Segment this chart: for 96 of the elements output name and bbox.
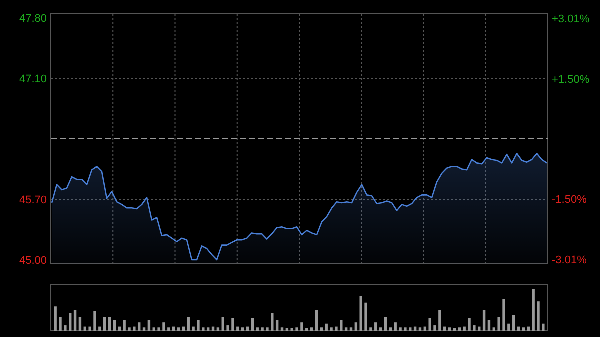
bar bbox=[374, 322, 378, 331]
bar bbox=[69, 313, 72, 331]
bar bbox=[389, 328, 392, 331]
bar bbox=[409, 328, 412, 331]
bar bbox=[251, 318, 254, 331]
bar bbox=[202, 328, 205, 331]
y2-tick-label: -3.01% bbox=[552, 254, 588, 266]
bar bbox=[306, 328, 308, 331]
bar bbox=[290, 328, 294, 331]
bar bbox=[512, 315, 516, 331]
bar bbox=[276, 320, 279, 331]
bar bbox=[128, 328, 131, 331]
bar bbox=[335, 326, 338, 331]
bar bbox=[468, 318, 471, 331]
bar bbox=[152, 328, 156, 331]
bar bbox=[64, 326, 67, 331]
bar bbox=[271, 313, 274, 331]
y-tick-label: 45.00 bbox=[19, 254, 47, 267]
bar bbox=[162, 322, 166, 331]
y2-tick-label: -1.50% bbox=[552, 194, 588, 206]
y-tick-label: 45.70 bbox=[19, 194, 47, 206]
y2-tick-label: +1.50% bbox=[552, 74, 590, 86]
bar bbox=[78, 317, 82, 331]
bar bbox=[59, 317, 62, 331]
bar bbox=[232, 318, 234, 331]
bar bbox=[325, 324, 328, 331]
bar bbox=[94, 311, 96, 331]
bar bbox=[236, 326, 240, 331]
bar bbox=[498, 317, 500, 331]
bar bbox=[177, 328, 180, 331]
bar bbox=[522, 328, 526, 331]
bar bbox=[98, 326, 102, 331]
bar bbox=[537, 302, 540, 331]
bar bbox=[123, 320, 126, 331]
bar bbox=[113, 320, 116, 331]
bar bbox=[492, 328, 496, 331]
bar bbox=[428, 318, 432, 331]
bar bbox=[300, 322, 304, 331]
bar bbox=[360, 296, 362, 331]
bar bbox=[438, 310, 442, 331]
y2-tick-label: +3.01% bbox=[552, 13, 590, 26]
bar bbox=[280, 328, 284, 331]
bar bbox=[340, 320, 343, 331]
bar bbox=[482, 310, 486, 331]
bar bbox=[108, 317, 112, 331]
bar bbox=[458, 328, 462, 331]
bar bbox=[256, 328, 259, 331]
bar bbox=[206, 328, 210, 331]
bar bbox=[226, 326, 230, 331]
y-tick-label: 47.80 bbox=[19, 12, 47, 25]
bar bbox=[266, 328, 269, 331]
bar bbox=[54, 306, 57, 331]
bar bbox=[315, 310, 318, 331]
bar bbox=[216, 328, 220, 331]
bar bbox=[158, 328, 160, 331]
bar bbox=[434, 326, 436, 331]
bar bbox=[168, 328, 170, 331]
bar bbox=[320, 328, 324, 331]
bar bbox=[379, 328, 382, 331]
bar bbox=[508, 324, 510, 331]
bar bbox=[74, 310, 77, 331]
bar bbox=[286, 328, 289, 331]
bar bbox=[404, 328, 407, 331]
bar bbox=[310, 328, 314, 331]
bar bbox=[453, 328, 456, 331]
bar bbox=[88, 326, 92, 331]
bar bbox=[394, 322, 397, 331]
bar bbox=[261, 328, 264, 331]
bar bbox=[448, 328, 452, 331]
bar bbox=[138, 322, 141, 331]
bar bbox=[384, 317, 388, 331]
bar bbox=[133, 326, 136, 331]
bar bbox=[473, 326, 476, 331]
bar bbox=[399, 328, 402, 331]
bar bbox=[296, 328, 298, 331]
bar bbox=[187, 317, 190, 331]
bar bbox=[103, 317, 106, 331]
bar bbox=[502, 300, 506, 331]
bar bbox=[542, 324, 545, 331]
bar bbox=[370, 328, 372, 331]
bar bbox=[488, 320, 491, 331]
bar bbox=[241, 328, 244, 331]
bar bbox=[344, 328, 348, 331]
bar bbox=[142, 328, 146, 331]
bar bbox=[350, 328, 353, 331]
bar bbox=[222, 317, 224, 331]
y-tick-label: 47.10 bbox=[19, 73, 47, 86]
bar bbox=[418, 328, 422, 331]
bar bbox=[192, 326, 195, 331]
bar bbox=[354, 322, 358, 331]
bar bbox=[532, 289, 535, 331]
bar bbox=[330, 328, 333, 331]
bar bbox=[148, 320, 151, 331]
bar bbox=[197, 320, 200, 331]
bar bbox=[364, 302, 368, 331]
bar bbox=[463, 326, 466, 331]
